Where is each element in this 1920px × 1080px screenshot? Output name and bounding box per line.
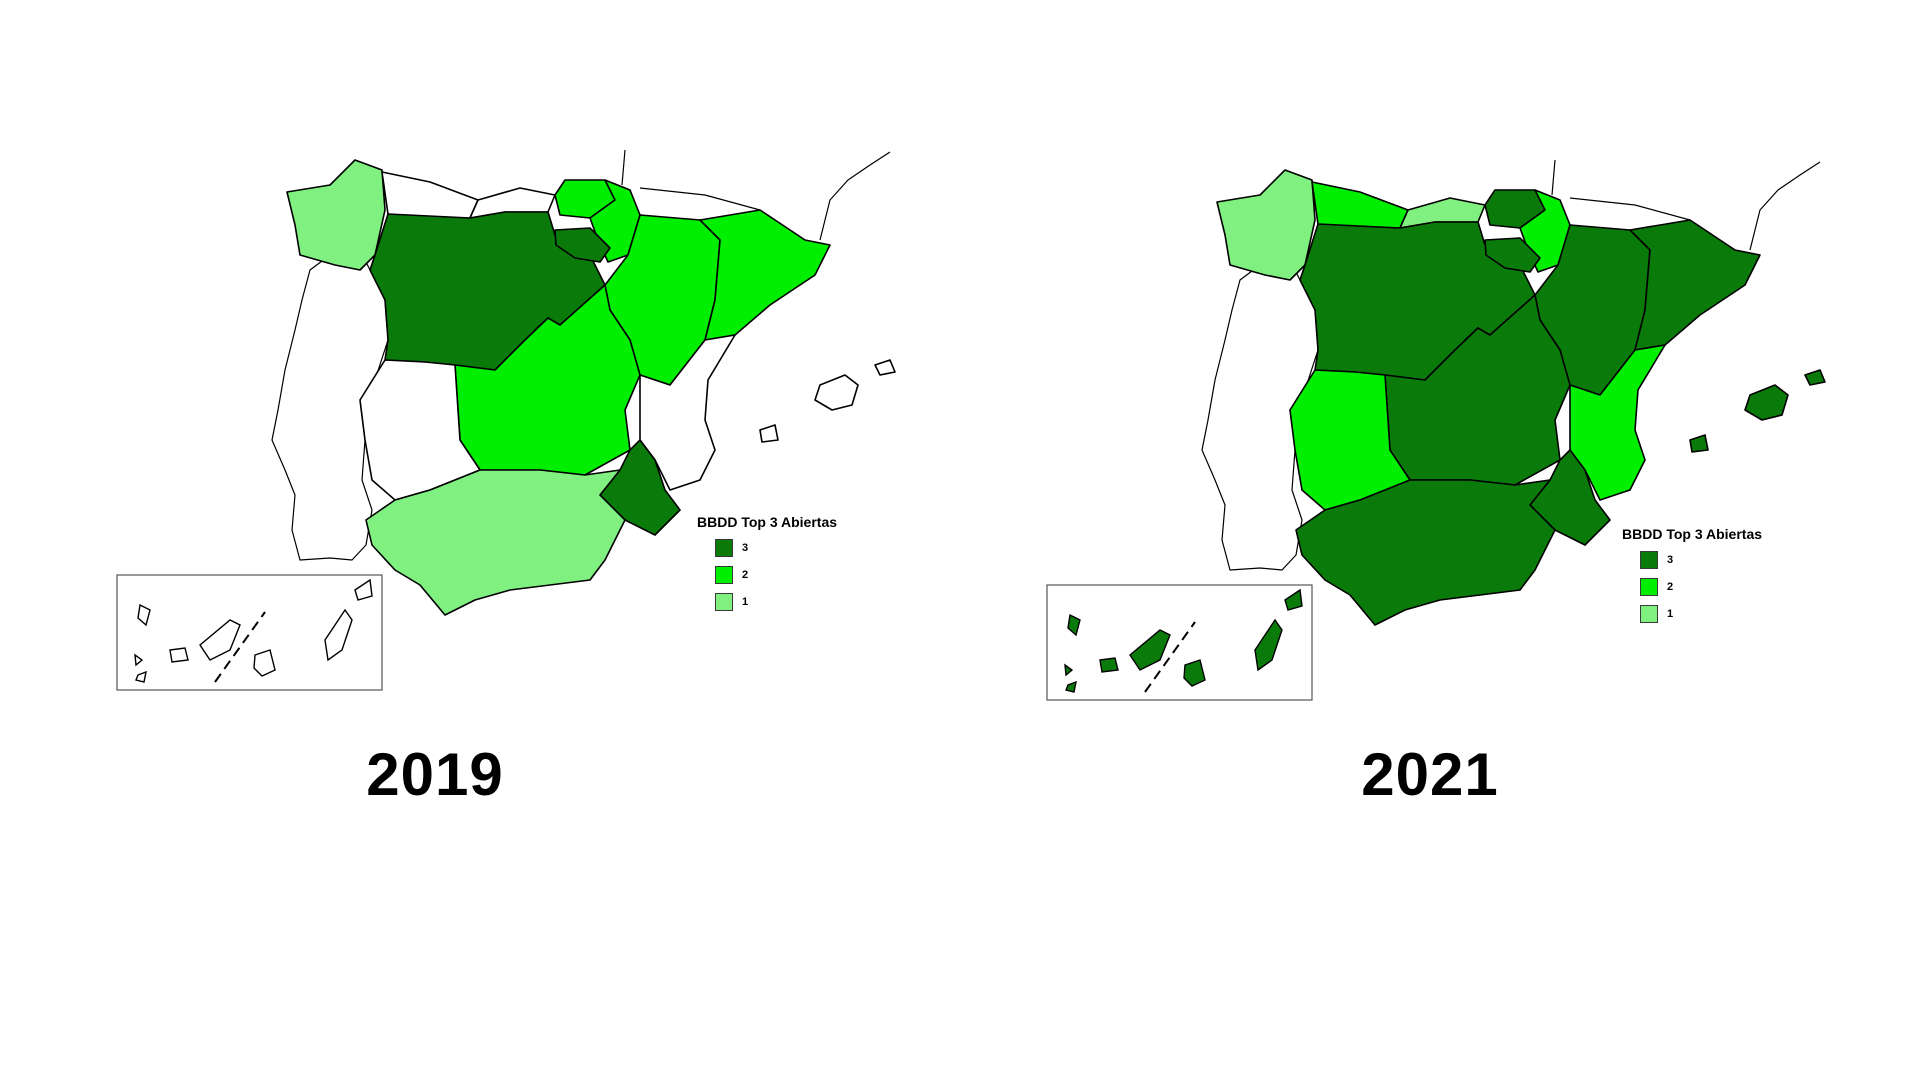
legend-swatch-3 xyxy=(1640,550,1658,569)
region-andalucia xyxy=(365,469,626,616)
legend-item-1: 1 xyxy=(1622,600,1822,627)
legend-swatch-2 xyxy=(715,565,733,584)
legend-2021: BBDD Top 3 Abiertas 3 2 1 xyxy=(1622,526,1822,627)
region-cataluna xyxy=(1629,219,1761,351)
legend-label-1: 1 xyxy=(742,595,749,608)
region-cataluna xyxy=(699,209,831,341)
year-label-2021: 2021 xyxy=(1361,741,1499,808)
region-andalucia xyxy=(1295,479,1556,626)
legend-label-2: 2 xyxy=(1667,580,1674,593)
legend-item-1: 1 xyxy=(697,588,897,615)
legend-swatch-3 xyxy=(715,538,733,557)
region-comunidad-valenciana xyxy=(1569,344,1666,501)
spain-map-2019 xyxy=(116,149,896,691)
canarias-inset-frame xyxy=(1046,584,1313,701)
legend-label-2: 2 xyxy=(742,568,749,581)
map-panel-2021: BBDD Top 3 Abiertas 3 2 1 2021 xyxy=(960,0,1920,1080)
legend-title: BBDD Top 3 Abiertas xyxy=(1622,526,1763,542)
legend-swatch-2 xyxy=(1640,577,1658,596)
year-label-2019: 2019 xyxy=(366,741,504,808)
region-galicia xyxy=(1216,169,1316,281)
legend-2019: BBDD Top 3 Abiertas 3 2 1 xyxy=(697,514,897,615)
region-canarias xyxy=(134,578,373,683)
region-comunidad-valenciana xyxy=(639,334,736,491)
region-la-rioja xyxy=(554,227,611,263)
legend-title: BBDD Top 3 Abiertas xyxy=(697,514,838,530)
legend-item-3: 3 xyxy=(697,534,897,561)
legend-label-3: 3 xyxy=(742,541,749,554)
region-galicia xyxy=(286,159,386,271)
spain-map-2021 xyxy=(1046,159,1826,701)
legend-item-3: 3 xyxy=(1622,546,1822,573)
legend-swatch-1 xyxy=(1640,604,1658,623)
canarias-inset-divider xyxy=(1144,621,1196,693)
region-baleares xyxy=(1689,369,1826,453)
map-panel-2019: BBDD Top 3 Abiertas 3 2 1 2019 xyxy=(116,149,897,808)
legend-item-2: 2 xyxy=(1622,573,1822,600)
region-baleares xyxy=(759,359,896,443)
canarias-inset-frame xyxy=(116,574,383,691)
region-canarias xyxy=(1064,588,1303,693)
legend-label-3: 3 xyxy=(1667,553,1674,566)
legend-item-2: 2 xyxy=(697,561,897,588)
legend-label-1: 1 xyxy=(1667,607,1674,620)
canarias-inset-divider xyxy=(214,611,266,683)
region-la-rioja xyxy=(1484,237,1541,273)
legend-swatch-1 xyxy=(715,592,733,611)
